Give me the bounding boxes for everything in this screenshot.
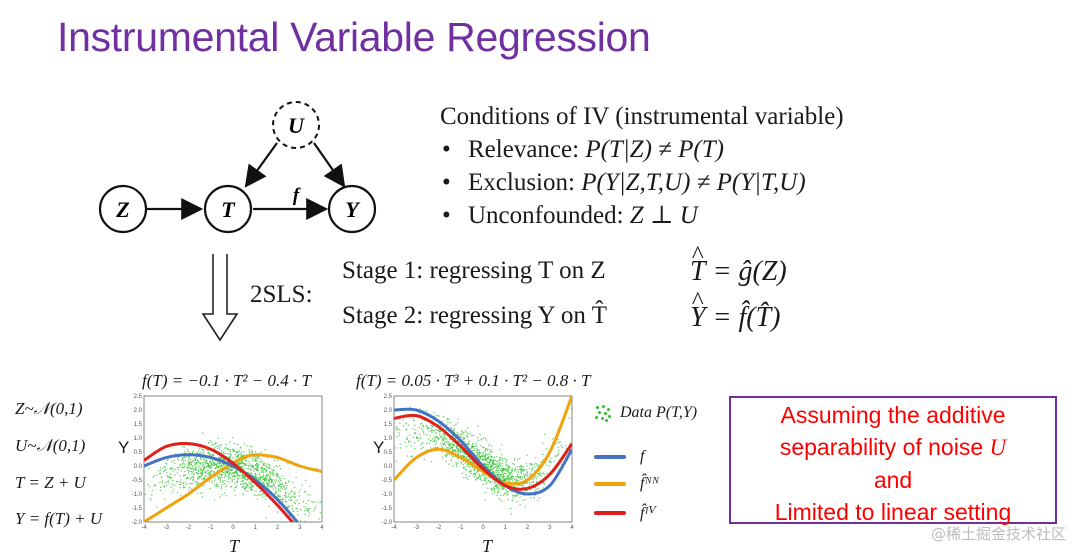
x-tick-label: -1	[458, 525, 464, 531]
node-z-label: Z	[115, 197, 129, 222]
scatter-dots-icon	[594, 404, 612, 422]
series-line-1	[394, 413, 572, 491]
node-t	[203, 184, 253, 234]
x-tick-label: -3	[414, 525, 420, 531]
x-tick-label: -3	[164, 525, 170, 531]
plot2-chart: -4 -3 -2 -1 0 1 2 3 4 -2.0 -1.5 -1.0 -0.5 0.0 0.5 1.0 1.…	[382, 394, 575, 531]
legend-data: Data P(T,Y)	[594, 404, 697, 422]
plot2-title: f(T) = 0.05 · T³ + 0.1 · T² − 0.8 · T	[356, 371, 591, 390]
bullet-icon: •	[442, 169, 451, 196]
x-tick-label: 4	[320, 525, 324, 531]
y-tick-label: -2.0	[132, 520, 143, 526]
series-line-0	[394, 407, 572, 496]
x-tick-label: -4	[141, 525, 147, 531]
causal-graph: Z T Y U f	[98, 101, 377, 234]
bullet-icon: •	[442, 202, 451, 229]
assumptions-callout: Assuming the additive separability of no…	[729, 396, 1057, 525]
series-line-2	[144, 453, 322, 522]
y-tick-label: -0.5	[132, 478, 143, 484]
stage1-equation: T = ĝ(Z)	[690, 256, 787, 288]
y-tick-label: 0.5	[384, 450, 393, 456]
y-tick-label: 1.0	[134, 436, 143, 442]
y-tick-label: -2.0	[382, 520, 393, 526]
edge-u-t	[244, 142, 278, 188]
model-eq-t: T = Z + U	[15, 473, 86, 492]
plot2-xlabel: T	[482, 536, 493, 556]
stage2-equation: Y = f̂(T̂)	[690, 302, 780, 334]
x-tick-label: 2	[276, 525, 280, 531]
x-tick-label: 1	[254, 525, 258, 531]
node-u-label: U	[288, 113, 305, 138]
model-eq-y: Y = f(T) + U	[15, 509, 103, 528]
plot1-ylabel: Y	[118, 438, 130, 457]
legend-nn: f̂ᴺᴺ	[594, 475, 659, 493]
y-tick-label: 2.0	[134, 408, 143, 414]
sls-label: 2SLS:	[250, 281, 313, 308]
legend-iv-swatch	[594, 511, 626, 515]
conditions-heading: Conditions of IV (instrumental variable)	[440, 103, 844, 130]
edge-u-y	[313, 142, 346, 188]
y-tick-label: 2.5	[134, 394, 143, 400]
x-tick-label: 3	[548, 525, 552, 531]
x-tick-label: -4	[391, 525, 397, 531]
y-tick-label: 1.5	[134, 422, 143, 428]
x-tick-label: 3	[298, 525, 302, 531]
x-tick-label: 0	[231, 525, 235, 531]
plot1-chart: -4 -3 -2 -1 0 1 2 3 4 -2.0 -1.5 -1.0 -0.5 0.0 0.5 1.0 1.…	[132, 394, 325, 531]
condition-exclusion: • Exclusion: P(Y|Z,T,U) ≠ P(Y|T,U)	[440, 166, 844, 199]
x-tick-label: -2	[436, 525, 442, 531]
edge-f-label: f	[293, 185, 301, 206]
node-y-label: Y	[345, 197, 361, 222]
x-tick-label: 4	[570, 525, 574, 531]
double-down-arrow-icon	[201, 254, 239, 342]
y-tick-label: 0.0	[384, 464, 393, 470]
callout-line3: and	[873, 467, 913, 493]
stage2-text: Stage 2: regressing Y on T̂	[342, 302, 608, 329]
x-tick-label: -1	[208, 525, 214, 531]
plot-frame	[143, 395, 323, 523]
model-eq-z: Z~𝒩(0,1)	[15, 399, 83, 418]
model-eq-u: U~𝒩(0,1)	[15, 436, 86, 455]
legend-iv: f̂ᴵⱽ	[594, 503, 656, 523]
legend-nn-swatch	[594, 482, 626, 486]
node-t-label: T	[221, 197, 236, 222]
x-tick-label: 0	[481, 525, 485, 531]
x-tick-label: 1	[504, 525, 508, 531]
plot-legend: Data P(T,Y) f f̂ᴺᴺ f̂ᴵⱽ	[594, 400, 724, 523]
y-tick-label: 0.5	[134, 450, 143, 456]
node-y	[327, 184, 377, 234]
y-tick-label: 0.0	[134, 464, 143, 470]
y-tick-label: 1.5	[384, 422, 393, 428]
condition-relevance: • Relevance: P(T|Z) ≠ P(T)	[440, 133, 844, 166]
callout-line4: Limited to linear setting	[774, 499, 1012, 525]
y-tick-label: 2.5	[384, 394, 393, 400]
condition-unconfounded: • Unconfounded: Z ⊥ U	[440, 199, 844, 232]
series-line-0	[144, 453, 300, 522]
y-tick-label: 1.0	[384, 436, 393, 442]
callout-line1: Assuming the additive	[780, 402, 1006, 428]
y-tick-label: -1.5	[382, 506, 393, 512]
slide-title: Instrumental Variable Regression	[57, 14, 651, 60]
plot1-title: f(T) = −0.1 · T² − 0.4 · T	[142, 371, 311, 390]
legend-f-swatch	[594, 455, 626, 459]
bullet-icon: •	[442, 136, 451, 163]
node-z	[98, 184, 148, 234]
legend-f: f	[594, 448, 644, 466]
watermark: @稀土掘金技术社区	[930, 525, 1066, 543]
series-line-1	[144, 441, 295, 522]
stage1-text: Stage 1: regressing T on Z	[342, 257, 606, 284]
plot2-ylabel: Y	[373, 438, 385, 457]
y-tick-label: -1.0	[382, 492, 393, 498]
y-tick-label: -0.5	[382, 478, 393, 484]
x-tick-label: 2	[526, 525, 530, 531]
series-line-2	[394, 396, 572, 486]
node-u	[272, 101, 320, 149]
y-tick-label: -1.0	[132, 492, 143, 498]
iv-conditions: Conditions of IV (instrumental variable)…	[440, 100, 844, 232]
callout-line2: separability of noise U	[779, 434, 1007, 460]
plot1-xlabel: T	[229, 536, 240, 556]
y-tick-label: 2.0	[384, 408, 393, 414]
x-tick-label: -2	[186, 525, 192, 531]
y-tick-label: -1.5	[132, 506, 143, 512]
